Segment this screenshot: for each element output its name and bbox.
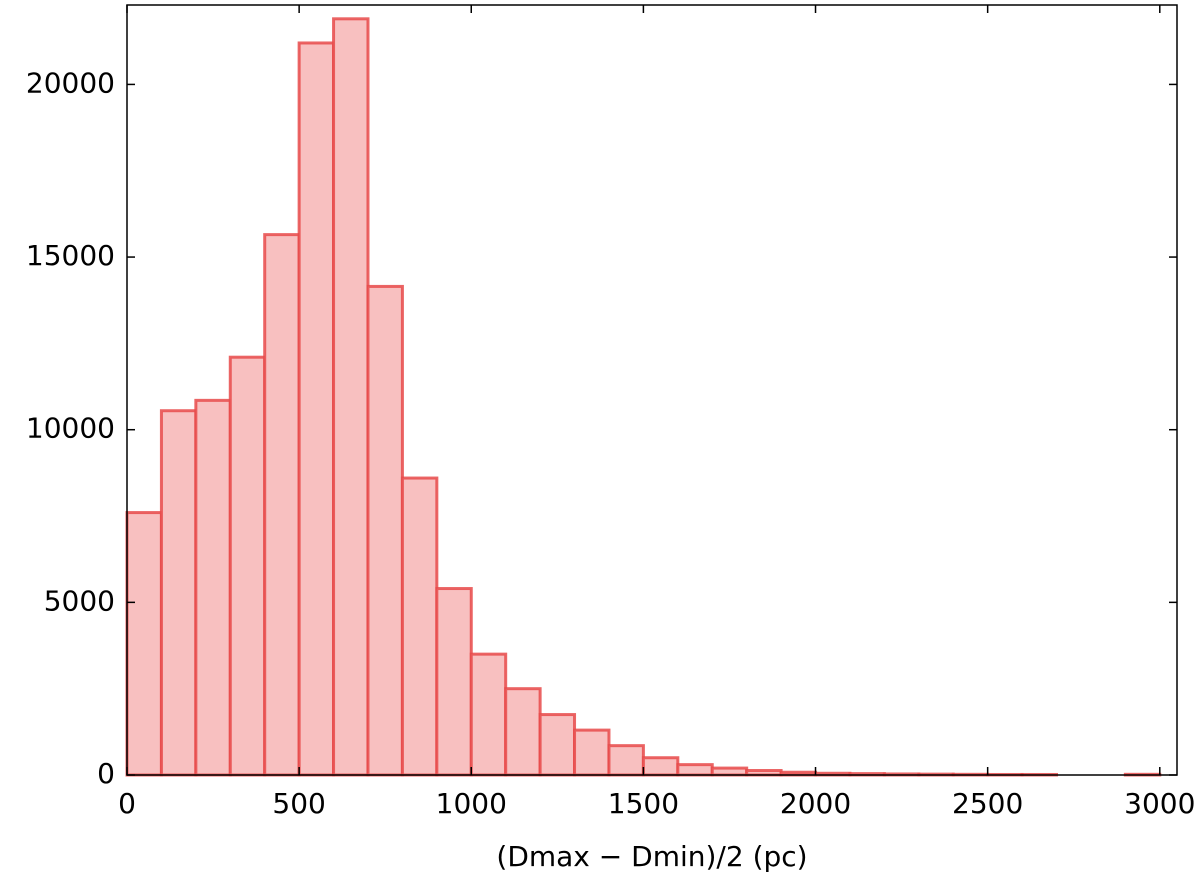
- bar: [676, 763, 714, 777]
- x-tick-label: 500: [272, 787, 325, 820]
- bar: [332, 17, 370, 777]
- x-tick-label: 1500: [608, 787, 679, 820]
- y-tick-label: 0: [97, 757, 115, 790]
- x-tick-label: 1000: [436, 787, 507, 820]
- bar: [504, 687, 542, 777]
- x-axis-label: (Dmax − Dmin)/2 (pc): [496, 840, 807, 873]
- x-tick-label: 0: [118, 787, 136, 820]
- x-tick-label: 2500: [952, 787, 1023, 820]
- bar: [194, 398, 232, 777]
- bar: [125, 511, 163, 777]
- bar: [641, 756, 680, 777]
- bar: [469, 652, 508, 777]
- bar: [297, 41, 336, 777]
- bar: [538, 713, 577, 777]
- bar: [710, 766, 749, 777]
- bar: [159, 409, 198, 777]
- y-tick-label: 20000: [26, 66, 115, 99]
- bar: [228, 355, 267, 777]
- y-tick-label: 15000: [26, 239, 115, 272]
- y-tick-label: 10000: [26, 412, 115, 445]
- bar: [573, 728, 611, 777]
- x-tick-label: 2000: [780, 787, 851, 820]
- bar: [263, 233, 301, 777]
- x-tick-label: 3000: [1124, 787, 1195, 820]
- bar: [400, 476, 439, 777]
- plot-frame: [126, 4, 1178, 776]
- bar: [366, 284, 404, 777]
- y-tick-label: 5000: [44, 584, 115, 617]
- bar: [607, 744, 645, 777]
- bar: [435, 587, 473, 777]
